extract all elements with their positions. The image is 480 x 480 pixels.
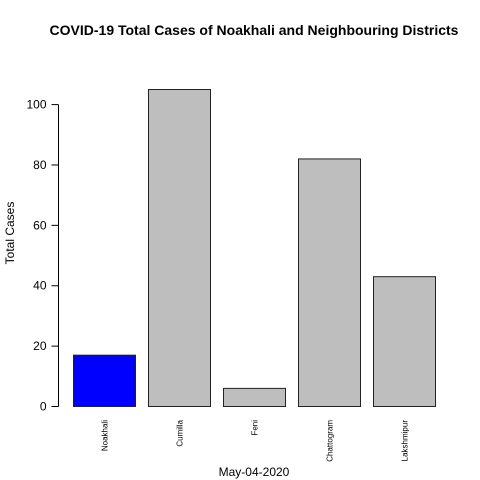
y-tick-label: 40 bbox=[33, 279, 47, 293]
category-label-chattogram: Chattogram bbox=[326, 420, 335, 462]
bar-cumilla bbox=[148, 89, 211, 407]
bars bbox=[73, 89, 436, 407]
y-tick-label: 60 bbox=[33, 218, 47, 232]
y-axis-label: Total Cases bbox=[3, 202, 17, 265]
bar-lakshmipur bbox=[373, 276, 436, 407]
category-label-cumilla: Cumilla bbox=[176, 419, 185, 446]
category-label-feni: Feni bbox=[251, 420, 260, 436]
y-tick-label: 20 bbox=[33, 339, 47, 353]
x-axis-label: May-04-2020 bbox=[219, 465, 290, 479]
category-labels: Noakhali Cumilla Feni Chattogram Lakshmipur bbox=[101, 419, 410, 461]
bar-feni bbox=[223, 387, 286, 407]
category-label-noakhali: Noakhali bbox=[101, 420, 110, 451]
bar-noakhali bbox=[73, 354, 136, 407]
y-tick-label: 100 bbox=[26, 98, 46, 112]
bar-chattogram bbox=[298, 158, 361, 407]
y-tick-label: 0 bbox=[40, 400, 47, 414]
chart-title: COVID-19 Total Cases of Noakhali and Nei… bbox=[50, 22, 459, 38]
category-label-lakshmipur: Lakshmipur bbox=[401, 420, 410, 462]
y-axis: 0 20 40 60 80 100 bbox=[26, 98, 59, 414]
y-tick-label: 80 bbox=[33, 158, 47, 172]
